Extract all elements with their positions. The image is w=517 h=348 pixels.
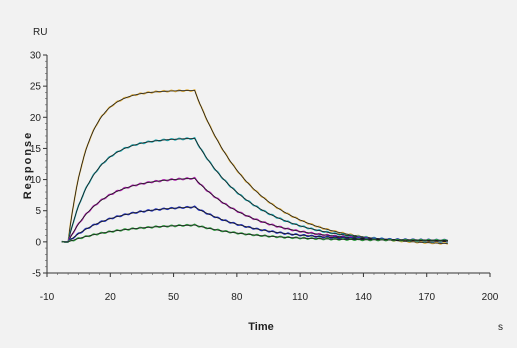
x-tick-label: 50	[168, 292, 180, 303]
y-tick-label: -5	[32, 269, 41, 280]
y-tick-label: 0	[35, 237, 41, 248]
y-tick-label: 15	[30, 144, 42, 155]
x-tick-label: 140	[355, 292, 372, 303]
axes-group: -5 0 5 10 15 20 25 30 -10 20 50 80 110 140 170 200	[30, 51, 499, 304]
y-tick-label: 5	[35, 206, 41, 217]
x-tick-label: 200	[482, 292, 499, 303]
x-tick-label: -10	[40, 292, 55, 303]
fit-line-5	[61, 224, 448, 243]
x-tick-label: 20	[105, 292, 117, 303]
x-tick-label: 170	[418, 292, 435, 303]
y-axis-title: Response	[22, 131, 34, 200]
y-tick-label: 10	[30, 175, 42, 186]
y-tick-label: 30	[30, 51, 42, 62]
y-tick-label: 20	[30, 113, 42, 124]
x-tick-label: 80	[231, 292, 243, 303]
y-unit-label: RU	[33, 27, 47, 38]
x-unit-label: s	[498, 322, 503, 333]
x-axis-title: Time	[248, 321, 273, 333]
y-tick-label: 25	[30, 82, 42, 93]
series-layer	[61, 88, 449, 245]
x-tick-label: 110	[292, 292, 308, 303]
